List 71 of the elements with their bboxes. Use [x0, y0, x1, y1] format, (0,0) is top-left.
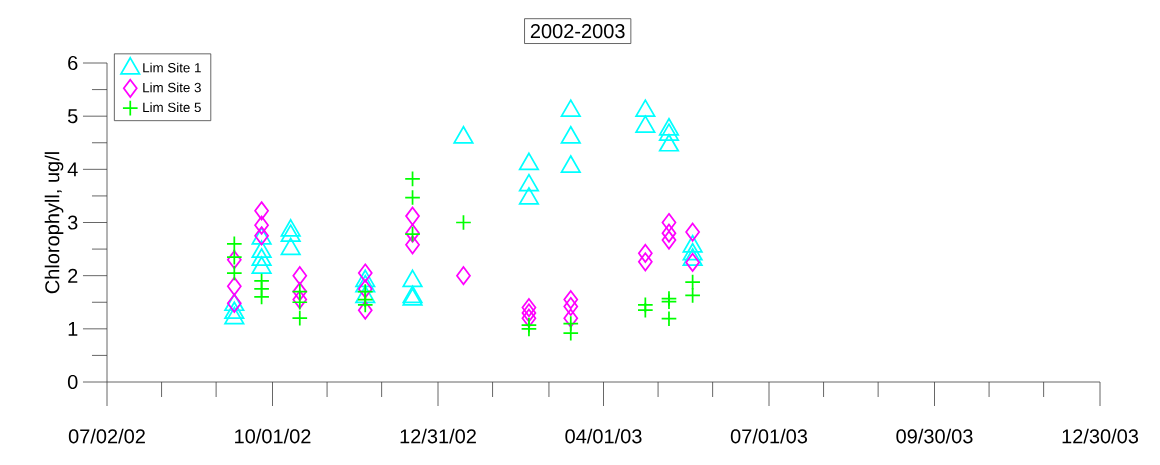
point: [404, 170, 421, 188]
point: [521, 298, 537, 318]
point: [405, 206, 420, 226]
point: [226, 264, 243, 282]
point: [685, 222, 700, 242]
point: [518, 152, 540, 171]
point: [254, 201, 269, 221]
point: [226, 235, 243, 252]
point: [292, 290, 308, 310]
point: [560, 155, 581, 173]
point: [658, 133, 680, 152]
point: [291, 310, 308, 327]
point: [226, 250, 242, 270]
point: [660, 310, 678, 327]
point: [253, 288, 270, 306]
point: [563, 308, 579, 328]
y-tick-label: 1: [68, 321, 78, 336]
point: [292, 266, 308, 286]
legend-label: Lim Site 3: [143, 82, 201, 93]
point: [254, 215, 269, 235]
point: [562, 324, 579, 342]
y-tick-label: 5: [67, 109, 78, 124]
point: [520, 320, 538, 338]
point: [637, 243, 653, 263]
point: [453, 125, 474, 144]
point: [521, 303, 537, 323]
point: [658, 117, 680, 136]
x-tick-label: 07/02/02: [68, 428, 145, 444]
chart-title: 2002-2003: [530, 24, 625, 39]
point: [637, 252, 653, 272]
point: [684, 287, 701, 304]
point: [226, 276, 242, 296]
point: [637, 302, 654, 319]
point: [405, 235, 420, 255]
point: [357, 300, 373, 320]
y-tick-label: 0: [67, 374, 78, 390]
point: [560, 99, 581, 118]
point: [661, 223, 677, 243]
point: [291, 294, 308, 311]
point: [456, 266, 471, 286]
point: [518, 173, 540, 192]
point: [518, 187, 540, 205]
point: [560, 125, 581, 144]
point: [357, 263, 373, 283]
point: [635, 99, 656, 118]
point: [635, 115, 656, 134]
y-tick-label: 6: [68, 55, 78, 71]
y-axis-title: Chlorophyll, ug/l: [44, 152, 64, 294]
y-tick-label: 2: [68, 268, 78, 283]
x-tick-label: 09/30/03: [896, 428, 973, 444]
x-tick-label: 12/30/03: [1062, 428, 1139, 444]
x-tick-label: 04/01/03: [565, 428, 642, 444]
point: [357, 279, 373, 299]
y-tick-label: 4: [67, 162, 78, 177]
y-tick-label: 3: [67, 215, 78, 230]
point: [684, 273, 701, 291]
legend-label: Lim Site 1: [143, 62, 201, 73]
point: [455, 214, 472, 231]
legend-label: Lim Site 5: [143, 102, 201, 113]
point: [563, 290, 579, 310]
x-tick-label: 10/01/02: [235, 428, 311, 444]
point: [404, 189, 421, 206]
point: [226, 248, 243, 266]
point: [658, 123, 680, 141]
point: [661, 212, 677, 233]
point: [685, 252, 700, 272]
point: [357, 296, 374, 314]
point: [661, 230, 677, 250]
x-tick-label: 12/31/02: [400, 428, 476, 444]
x-tick-label: 07/01/03: [730, 428, 808, 444]
point: [563, 296, 579, 317]
